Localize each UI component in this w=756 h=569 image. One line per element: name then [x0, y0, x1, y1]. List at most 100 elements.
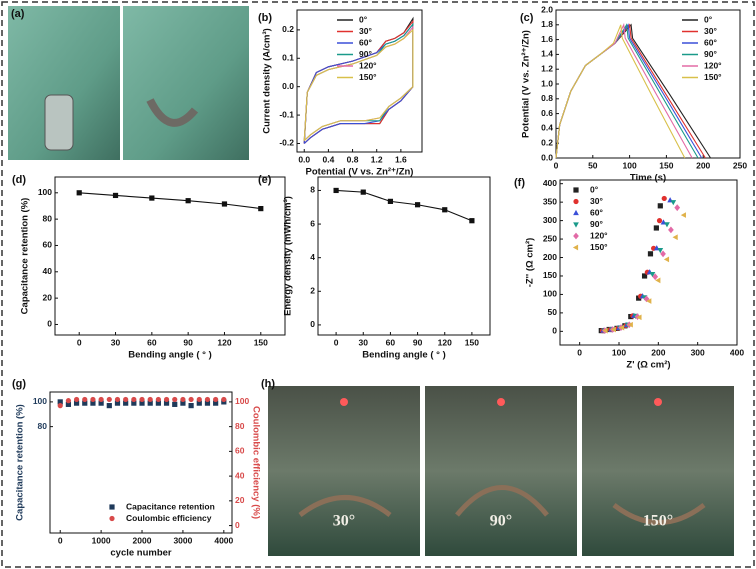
y-tick-label: 300: [543, 215, 557, 225]
x-tick-label: 0: [77, 337, 82, 347]
data-point: [619, 324, 625, 331]
y2-tick-label: 80: [235, 421, 245, 431]
legend-marker: [109, 504, 115, 510]
x-tick-label: 150: [659, 160, 673, 170]
data-point: [73, 396, 80, 403]
plot-frame: [317, 176, 491, 336]
data-point: [652, 273, 659, 281]
legend-marker: [573, 232, 579, 240]
x-tick-label: 120: [217, 337, 231, 347]
legend-label: 60°: [704, 37, 717, 47]
data-point: [196, 396, 202, 403]
panel-label: (d): [12, 174, 26, 186]
plot-frame: [54, 176, 286, 336]
legend-label: 0°: [590, 184, 599, 194]
x-tick-label: 1000: [92, 535, 111, 545]
data-point: [680, 212, 686, 218]
data-point: [221, 396, 227, 403]
y2-tick-label: 0: [235, 520, 240, 530]
data-point: [213, 396, 219, 403]
legend-label: 0°: [704, 14, 713, 24]
photo-h: [268, 386, 734, 556]
angle-label: 30°: [333, 513, 355, 530]
y-tick-label: -0.2: [279, 138, 294, 148]
data-point: [180, 396, 186, 403]
data-point: [258, 206, 264, 212]
data-point: [672, 234, 678, 241]
photo-a: [8, 6, 249, 160]
panel-label: (f): [514, 177, 525, 189]
data-point: [387, 198, 394, 204]
x-tick-label: 150: [254, 337, 268, 347]
data-point: [333, 187, 339, 194]
y-tick-label: 250: [543, 233, 557, 243]
x-axis-label: Time (s): [630, 173, 666, 184]
data-point: [649, 272, 656, 278]
data-point: [641, 273, 648, 279]
data-point: [139, 396, 145, 403]
legend-label: 90°: [704, 49, 717, 59]
x-tick-label: 1.6: [395, 154, 407, 164]
y-tick-label: 400: [543, 178, 557, 188]
data-point: [163, 396, 170, 403]
data-point: [657, 203, 663, 209]
legend-label: 90°: [590, 219, 603, 229]
x-tick-label: 150: [465, 337, 479, 347]
y-tick-label: 200: [543, 252, 557, 262]
data-point: [657, 248, 664, 254]
data-point: [131, 396, 137, 403]
x-tick-label: 0.0: [298, 154, 310, 164]
x-tick-label: 100: [612, 347, 626, 357]
data-point: [90, 396, 96, 403]
data-point: [221, 201, 228, 207]
y-tick-label: 1.8: [541, 19, 553, 29]
x-tick-label: 0.8: [347, 154, 359, 164]
legend-marker: [573, 222, 579, 228]
x-tick-label: 50: [588, 160, 598, 170]
data-point: [98, 396, 104, 403]
y-tick-label: 0.0: [282, 81, 294, 91]
y-tick-label: 1.4: [541, 49, 553, 59]
x-tick-label: 250: [733, 160, 747, 170]
data-point: [163, 400, 170, 406]
y-axis-label: -Z'' (Ω cm²): [525, 238, 536, 288]
panel-label: (g): [12, 378, 26, 390]
plot-frame: [296, 9, 423, 153]
data-point: [82, 396, 88, 403]
series-line: [555, 22, 693, 159]
y-tick-label: 80: [38, 421, 48, 431]
data-point: [663, 256, 670, 263]
angle-label: 90°: [490, 513, 512, 530]
data-point: [655, 277, 661, 284]
y-tick-label: 6: [310, 218, 315, 228]
y-axis-label: Capacitance retention (%): [15, 404, 26, 521]
legend-label: 150°: [590, 242, 608, 252]
x-tick-label: 0: [58, 535, 63, 545]
legend-label: 150°: [704, 72, 722, 82]
y-tick-label: 0.1: [282, 53, 294, 63]
data-point: [668, 226, 674, 234]
data-point: [602, 327, 608, 334]
data-point: [213, 400, 219, 406]
legend-marker: [109, 515, 115, 522]
data-point: [664, 222, 670, 228]
y-axis-label: Capacitance retention (%): [20, 198, 31, 315]
data-point: [114, 396, 121, 403]
x-tick-label: 30: [359, 337, 369, 347]
legend-marker: [572, 244, 579, 251]
data-point: [442, 207, 448, 213]
y-tick-label: -0.1: [279, 109, 294, 119]
y-tick-label: 40: [43, 266, 53, 276]
data-point: [139, 400, 145, 406]
series-line: [79, 192, 261, 210]
y-tick-label: 100: [543, 289, 557, 299]
data-point: [98, 400, 104, 406]
legend-label: 90°: [359, 49, 372, 59]
angle-label: 150°: [643, 513, 673, 530]
panel-label: (e): [258, 174, 272, 186]
data-point: [188, 403, 194, 409]
x-tick-label: 1.2: [371, 154, 383, 164]
x-tick-label: 3000: [173, 535, 192, 545]
data-point: [131, 400, 137, 406]
y-tick-label: 1.6: [541, 34, 553, 44]
